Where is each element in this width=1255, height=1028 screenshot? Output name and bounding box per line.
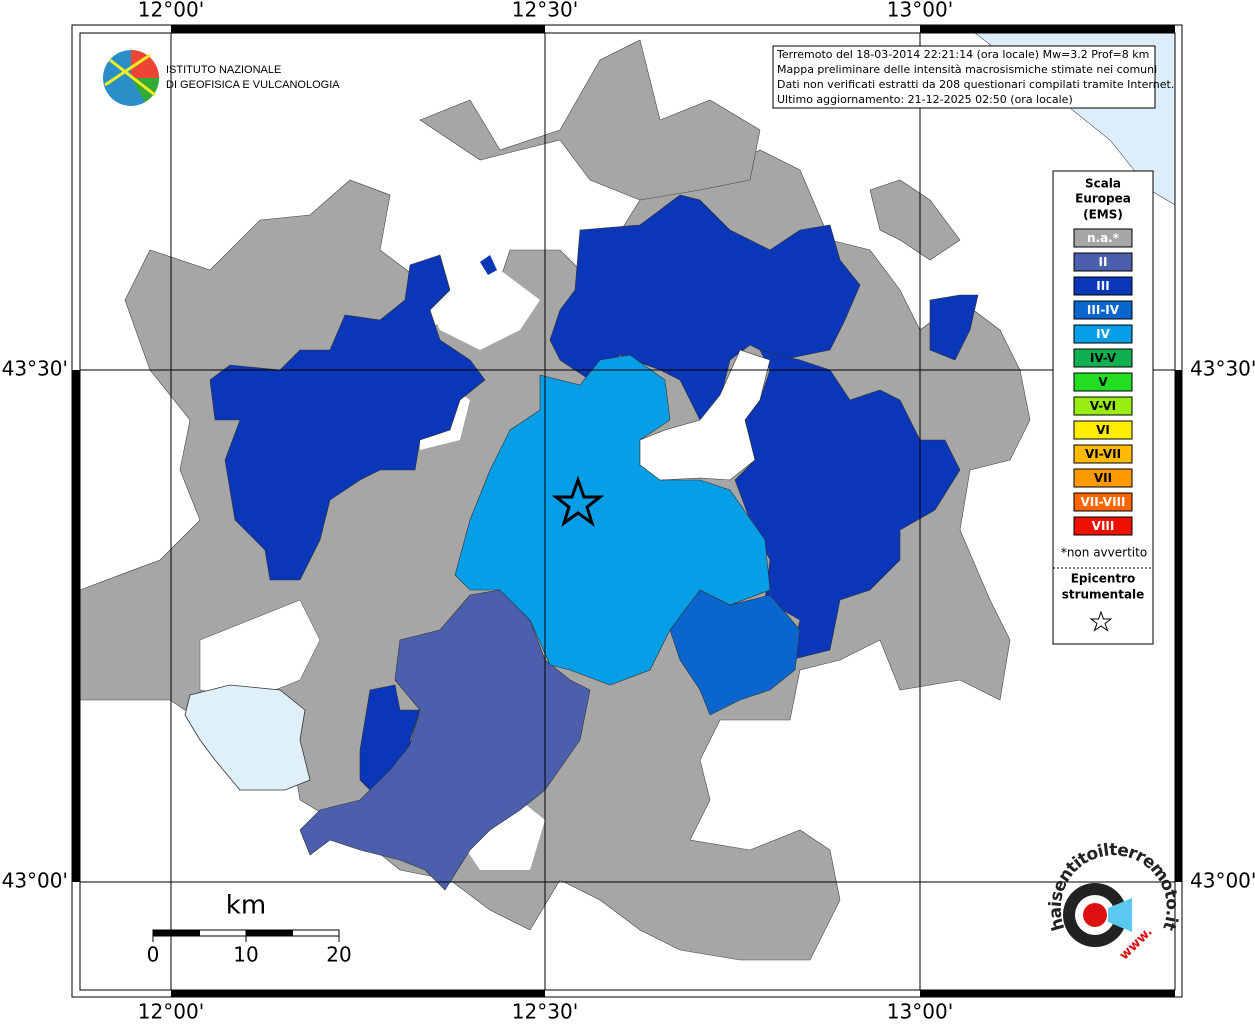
legend-swatch <box>1073 492 1133 512</box>
legend-label: VII-VIII <box>1080 495 1125 509</box>
info-box: Terremoto del 18-03-2014 22:21:14 (ora l… <box>772 45 1174 109</box>
bottom-label: 12°00' <box>138 1000 204 1024</box>
scale-label: 20 <box>326 943 351 967</box>
region-na <box>869 179 961 261</box>
site-logo-horn <box>1108 898 1132 932</box>
legend-swatch <box>1073 516 1133 536</box>
frame-segment <box>72 370 80 882</box>
legend-swatch <box>1073 444 1133 464</box>
logo-globe-part <box>131 78 159 102</box>
legend-swatch <box>1073 276 1133 296</box>
top-label: 13°00' <box>887 0 953 22</box>
legend-swatch <box>1073 228 1133 248</box>
legend-label: n.a.* <box>1087 231 1120 245</box>
legend-title: (EMS) <box>1083 208 1123 222</box>
region-iii <box>209 254 486 581</box>
info-line: Ultimo aggiornamento: 21-12-2025 02:50 (… <box>777 93 1073 106</box>
logo-text: ISTITUTO NAZIONALE <box>166 64 281 76</box>
site-logo-circle <box>1083 903 1107 927</box>
logo-globe-part <box>131 50 159 78</box>
legend-swatch <box>1073 252 1133 272</box>
scale-segment <box>246 930 293 936</box>
legend-swatch <box>1073 324 1133 344</box>
top-label: 12°30' <box>512 0 578 22</box>
legend-epicenter: strumentale <box>1062 588 1145 602</box>
legend-swatch <box>1073 420 1133 440</box>
legend: Scala Europea (EMS) *non avvertito Epice… <box>1052 170 1154 645</box>
legend-label: II <box>1099 255 1108 269</box>
legend-label: IV-V <box>1090 351 1117 365</box>
legend-label: IV <box>1096 327 1110 341</box>
info-line: Mappa preliminare delle intensità macros… <box>777 63 1157 76</box>
region-white <box>420 240 540 350</box>
legend-label: VI-VII <box>1085 447 1121 461</box>
bottom-label: 12°30' <box>512 1000 578 1024</box>
legend-swatch <box>1073 396 1133 416</box>
frame-segment <box>920 990 1175 997</box>
info-line: Terremoto del 18-03-2014 22:21:14 (ora l… <box>776 48 1149 61</box>
left-label: 43°30' <box>2 357 68 381</box>
scale-bar: km 0 10 20 <box>147 891 352 967</box>
legend-star <box>1089 610 1113 632</box>
legend-label: VIII <box>1092 519 1115 533</box>
legend-label: III-IV <box>1087 303 1120 317</box>
lake <box>184 684 311 791</box>
grid <box>80 33 1175 990</box>
frame-segment <box>1175 370 1182 882</box>
scale-label: 10 <box>233 943 258 967</box>
logo-text: DI GEOFISICA E VULCANOLOGIA <box>166 79 340 91</box>
ingv-logo: ISTITUTO NAZIONALE DI GEOFISICA E VULCAN… <box>103 50 340 106</box>
legend-swatch <box>1073 468 1133 488</box>
scale-label: 0 <box>147 943 160 967</box>
legend-title: Scala <box>1085 177 1121 191</box>
region-ii <box>299 589 591 891</box>
top-label: 12°00' <box>138 0 204 22</box>
left-label: 43°00' <box>2 869 68 893</box>
frame-segment <box>171 25 545 33</box>
region-iii <box>480 255 497 275</box>
legend-epicenter: Epicentro <box>1071 572 1136 586</box>
frame-segment <box>920 25 1175 33</box>
map-area <box>79 32 1176 961</box>
epicenter <box>551 475 605 527</box>
region-iii-iv <box>669 589 801 716</box>
region-white <box>639 349 771 481</box>
legend-swatch <box>1073 300 1133 320</box>
legend-label: V <box>1098 375 1108 389</box>
legend-swatch <box>1073 348 1133 368</box>
scale-segment <box>153 930 200 936</box>
scale-unit: km <box>226 891 266 921</box>
legend-swatch <box>1073 372 1133 392</box>
region-iii <box>929 294 979 361</box>
legend-label: VII <box>1094 471 1112 485</box>
legend-label: VI <box>1096 423 1110 437</box>
bottom-label: 13°00' <box>887 1000 953 1024</box>
info-frame <box>772 45 1156 109</box>
region-iii <box>734 349 961 661</box>
region-na <box>419 39 761 201</box>
legend-title: Europea <box>1075 192 1131 206</box>
frame <box>71 24 1183 998</box>
legend-label: V-VI <box>1090 399 1116 413</box>
legend-note: *non avvertito <box>1061 546 1147 560</box>
frame-segment <box>171 990 545 997</box>
right-label: 43°30' <box>1190 357 1255 381</box>
legend-label: III <box>1096 279 1109 293</box>
logo-globe-part <box>104 53 156 97</box>
right-label: 43°00' <box>1190 869 1255 893</box>
info-line: Dati non verificati estratti da 208 ques… <box>777 78 1174 91</box>
